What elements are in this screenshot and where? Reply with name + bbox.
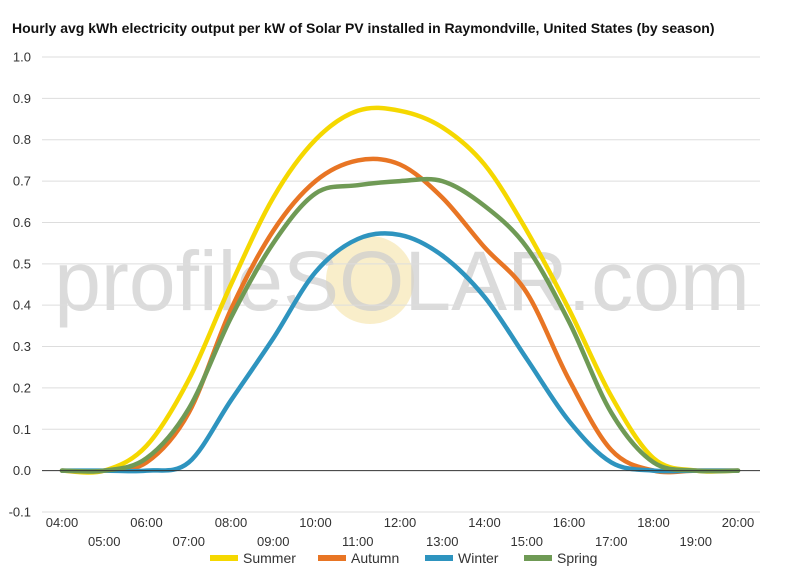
x-tick-label: 19:00 xyxy=(679,534,712,549)
x-tick-label: 07:00 xyxy=(172,534,205,549)
y-tick-label: 0.3 xyxy=(13,339,31,354)
series-line-winter xyxy=(59,231,741,474)
x-tick-label: 10:00 xyxy=(299,515,332,530)
y-tick-label: 0.0 xyxy=(13,463,31,478)
legend-swatch-autumn xyxy=(318,555,346,561)
legend-swatch-winter xyxy=(425,555,453,561)
x-tick-label: 13:00 xyxy=(426,534,459,549)
y-tick-label: 0.2 xyxy=(13,380,31,395)
x-tick-label: 06:00 xyxy=(130,515,163,530)
y-tick-label: 0.9 xyxy=(13,91,31,106)
x-tick-label: 04:00 xyxy=(46,515,79,530)
series-line-autumn xyxy=(59,156,741,475)
y-tick-label: 1.0 xyxy=(13,50,31,65)
series-lines xyxy=(59,105,741,475)
x-tick-label: 09:00 xyxy=(257,534,290,549)
x-tick-label: 20:00 xyxy=(722,515,755,530)
legend-swatch-summer xyxy=(210,555,238,561)
legend: Summer Autumn Winter Spring xyxy=(210,550,597,566)
legend-label-autumn: Autumn xyxy=(351,550,399,566)
series-line-spring xyxy=(59,176,741,474)
x-tick-label: 17:00 xyxy=(595,534,628,549)
y-tick-label: 0.7 xyxy=(13,174,31,189)
x-tick-label: 08:00 xyxy=(215,515,248,530)
legend-label-summer: Summer xyxy=(243,550,296,566)
legend-swatch-spring xyxy=(524,555,552,561)
watermark-sun-icon xyxy=(326,236,414,324)
y-tick-label: 0.1 xyxy=(13,422,31,437)
legend-label-winter: Winter xyxy=(458,550,499,566)
x-tick-label: 11:00 xyxy=(342,534,374,549)
x-tick-label: 12:00 xyxy=(384,515,417,530)
x-tick-label: 18:00 xyxy=(637,515,670,530)
x-tick-label: 14:00 xyxy=(468,515,501,530)
axes: -0.1 0.0 0.1 0.2 0.3 0.4 0.5 0.6 0.7 0.8 0.9 1.0 04:… xyxy=(9,50,760,549)
y-tick-label: 0.8 xyxy=(13,132,31,147)
y-tick-label: -0.1 xyxy=(9,505,31,520)
watermark-text: profileSOLAR.com xyxy=(54,234,750,328)
watermark: profileSOLAR.com xyxy=(54,234,750,328)
chart-title: Hourly avg kWh electricity output per kW… xyxy=(12,20,715,36)
x-tick-label: 15:00 xyxy=(510,534,543,549)
y-tick-label: 0.4 xyxy=(13,298,31,313)
x-tick-label: 16:00 xyxy=(553,515,586,530)
y-tick-label: 0.5 xyxy=(13,256,31,271)
legend-label-spring: Spring xyxy=(557,550,597,566)
series-line-summer xyxy=(59,105,741,475)
x-tick-label: 05:00 xyxy=(88,534,121,549)
y-tick-label: 0.6 xyxy=(13,215,31,230)
